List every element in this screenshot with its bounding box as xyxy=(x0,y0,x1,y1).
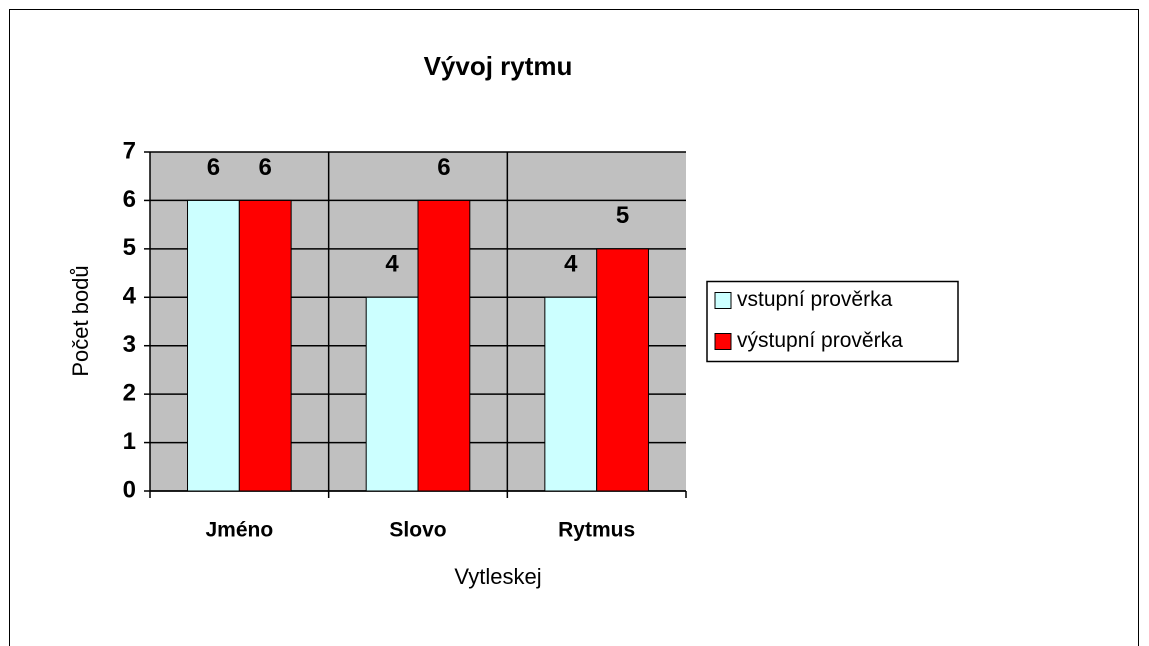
bar xyxy=(417,199,471,492)
data-label: 4 xyxy=(564,251,578,278)
legend-swatch xyxy=(714,292,732,309)
y-tick-label: 1 xyxy=(123,428,136,455)
bar xyxy=(187,199,240,492)
y-tick-label: 7 xyxy=(123,137,136,164)
y-tick-label: 5 xyxy=(123,234,136,261)
bar xyxy=(596,248,649,492)
legend-label: vstupní prověrka xyxy=(737,288,893,311)
y-tick-label: 0 xyxy=(123,476,136,503)
x-axis-label: Vytleskej xyxy=(454,564,541,589)
data-label: 6 xyxy=(207,154,220,181)
legend-swatch xyxy=(714,333,732,350)
data-label: 5 xyxy=(616,202,629,229)
legend-label: výstupní prověrka xyxy=(737,329,903,352)
data-label: 4 xyxy=(385,251,399,278)
y-tick-label: 6 xyxy=(123,186,136,213)
bar xyxy=(544,296,598,492)
y-tick-label: 2 xyxy=(123,379,136,406)
bar xyxy=(238,199,292,492)
y-tick-label: 3 xyxy=(123,331,136,358)
y-axis-label: Počet bodů xyxy=(68,265,93,376)
x-tick-label: Slovo xyxy=(389,519,446,542)
data-label: 6 xyxy=(259,154,272,181)
data-label: 6 xyxy=(437,154,450,181)
x-tick-label: Rytmus xyxy=(558,519,635,542)
chart-title: Vývoj rytmu xyxy=(424,51,573,81)
bar xyxy=(365,296,419,492)
x-tick-label: Jméno xyxy=(205,519,273,542)
y-tick-label: 4 xyxy=(123,283,137,310)
legend-box xyxy=(706,280,959,363)
